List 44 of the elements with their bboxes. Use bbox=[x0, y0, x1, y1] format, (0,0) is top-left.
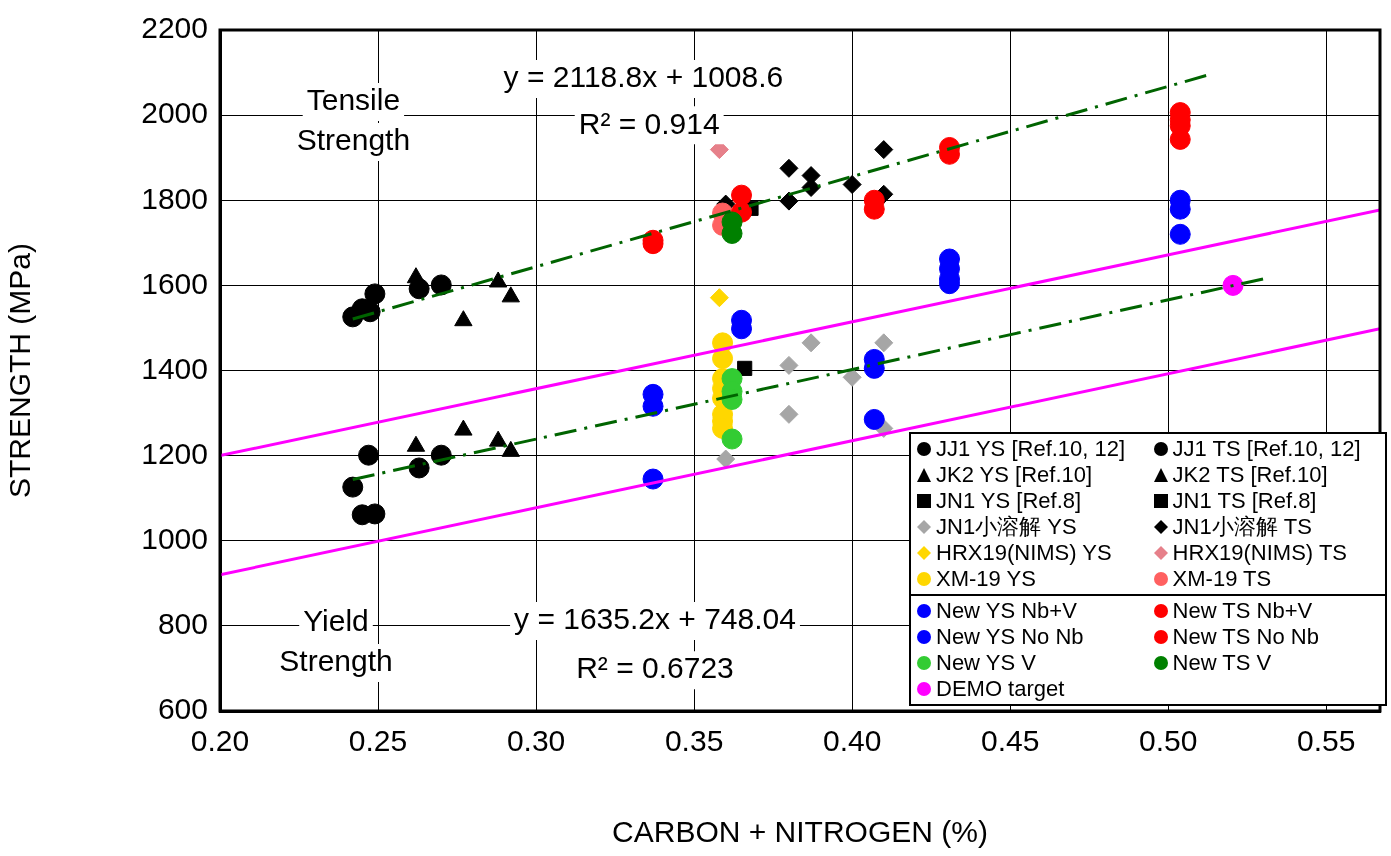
x-tick-label: 0.25 bbox=[348, 724, 408, 758]
annotation: Tensile Strength bbox=[296, 83, 411, 157]
legend-label: XM-19 YS bbox=[936, 566, 1036, 592]
y-tick-label: 1400 bbox=[141, 351, 208, 385]
x-tick-label: 0.35 bbox=[664, 724, 724, 758]
legend-label: XM-19 TS bbox=[1172, 566, 1272, 592]
x-tick-label: 0.20 bbox=[190, 724, 250, 758]
annotation: y = 2118.8x + 1008.6 bbox=[503, 60, 784, 94]
x-tick-label: 0.45 bbox=[981, 724, 1040, 758]
annotation: R² = 0.914 bbox=[578, 106, 720, 140]
y-tick-label: 1000 bbox=[141, 522, 208, 556]
x-tick-label: 0.50 bbox=[1139, 724, 1198, 758]
legend-label: JN1 TS [Ref.8] bbox=[1172, 488, 1317, 514]
legend-label: New TS V bbox=[1172, 650, 1272, 676]
legend-label: JJ1 YS [Ref.10, 12] bbox=[936, 436, 1126, 462]
legend-label: JK2 TS [Ref.10] bbox=[1172, 462, 1328, 488]
y-tick-label: 600 bbox=[157, 692, 208, 726]
annotation: y = 1635.2x + 748.04 bbox=[514, 602, 796, 636]
legend-label: JN1 YS [Ref.8] bbox=[936, 488, 1082, 514]
y-tick-label: 2000 bbox=[141, 96, 208, 130]
legend-label: JK2 YS [Ref.10] bbox=[936, 462, 1093, 488]
y-tick-label: 800 bbox=[157, 607, 208, 641]
x-tick-label: 0.30 bbox=[506, 724, 566, 758]
legend-label: New TS No Nb bbox=[1172, 624, 1319, 650]
y-tick-label: 1600 bbox=[141, 266, 208, 300]
legend-label: New YS Nb+V bbox=[936, 598, 1077, 624]
y-tick-label: 1800 bbox=[141, 181, 208, 215]
y-tick-label: 1200 bbox=[141, 436, 208, 470]
legend-label: HRX19(NIMS) TS bbox=[1172, 540, 1348, 566]
x-tick-label: 0.55 bbox=[1297, 724, 1356, 758]
legend-label: JJ1 TS [Ref.10, 12] bbox=[1172, 436, 1361, 462]
legend-label: New YS No Nb bbox=[936, 624, 1084, 650]
annotation: R² = 0.6723 bbox=[576, 651, 734, 685]
annotation: Yield Strength bbox=[279, 604, 393, 678]
legend-label: HRX19(NIMS) YS bbox=[936, 540, 1112, 566]
y-axis-title: STRENGTH (MPa) bbox=[3, 243, 37, 498]
x-tick-label: 0.40 bbox=[822, 724, 882, 758]
y-tick-label: 2200 bbox=[141, 11, 208, 45]
legend-label: JN1小溶解 TS bbox=[1172, 514, 1312, 540]
x-axis-title: CARBON + NITROGEN (%) bbox=[612, 815, 988, 849]
legend-label: New TS Nb+V bbox=[1172, 598, 1313, 624]
legend-label: New YS V bbox=[936, 650, 1036, 676]
legend-label: DEMO target bbox=[936, 676, 1065, 702]
legend-label: JN1小溶解 YS bbox=[936, 514, 1077, 540]
